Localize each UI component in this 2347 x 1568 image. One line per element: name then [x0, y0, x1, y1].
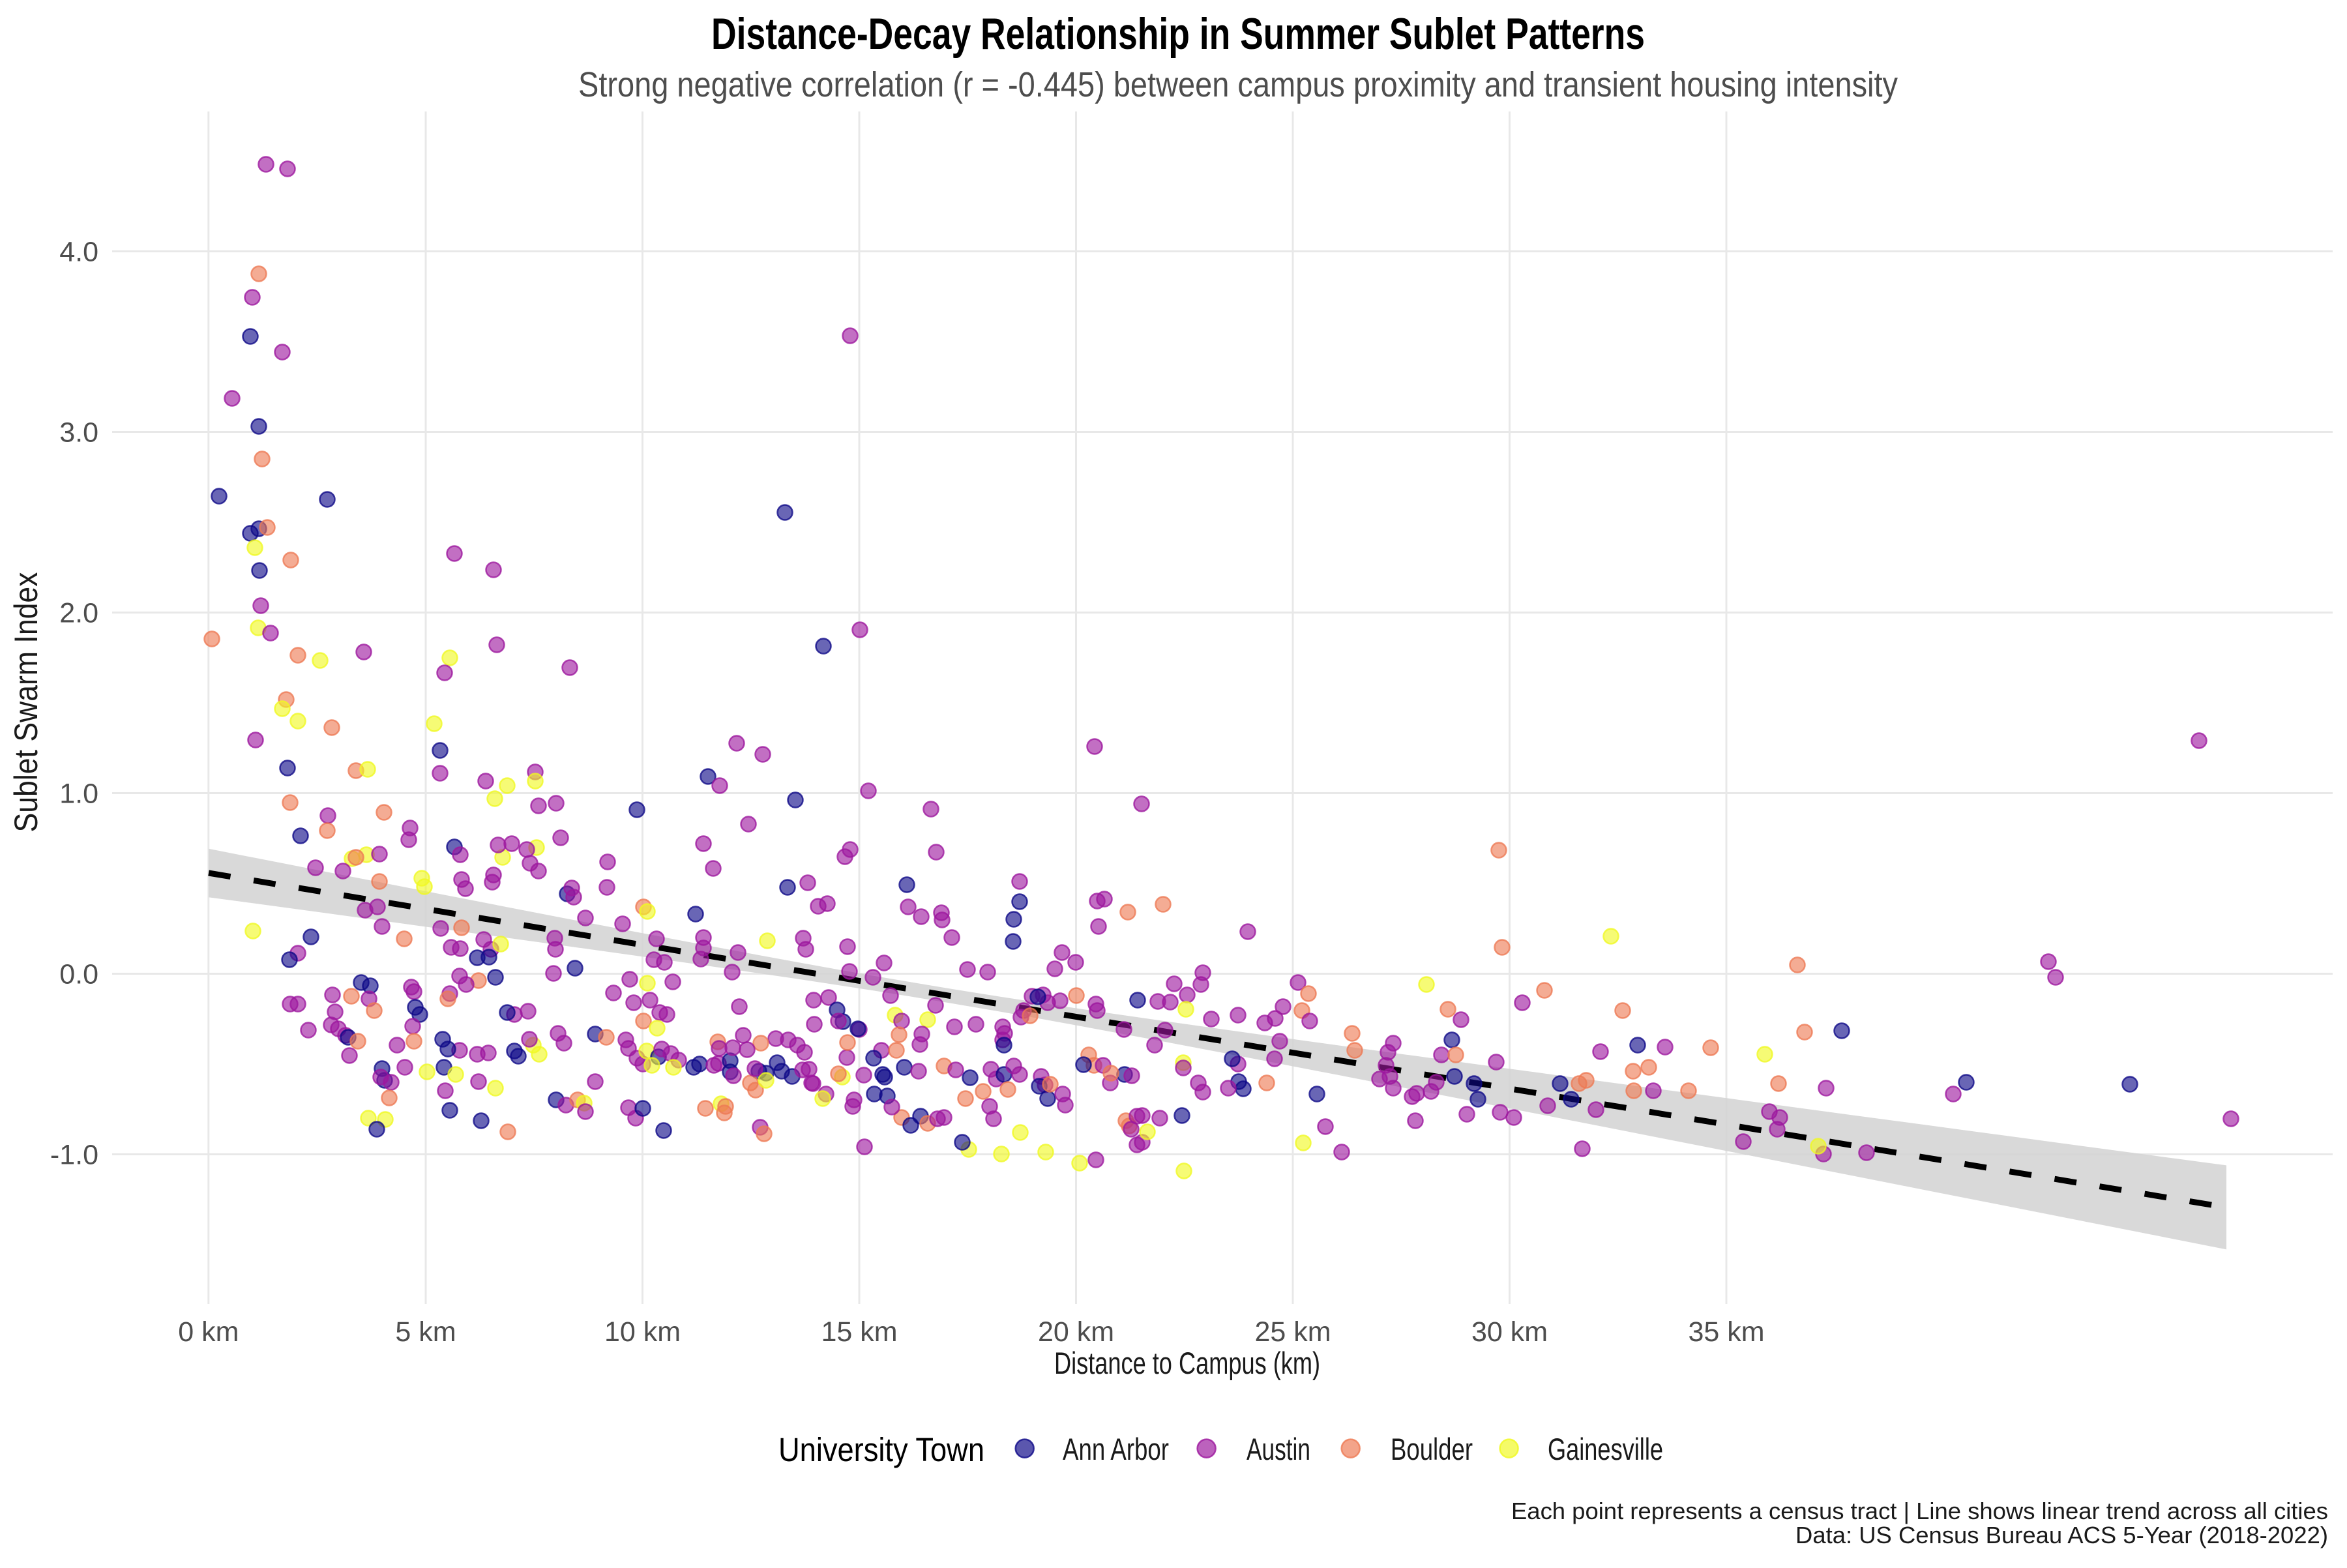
- svg-text:Data: US Census Bureau ACS 5-Y: Data: US Census Bureau ACS 5-Year (2018-…: [1795, 1522, 2328, 1548]
- svg-text:Gainesville: Gainesville: [1548, 1432, 1663, 1466]
- svg-text:15 km: 15 km: [821, 1316, 897, 1348]
- svg-text:Each point represents a census: Each point represents a census tract | L…: [1511, 1498, 2328, 1524]
- svg-text:Sublet Swarm Index: Sublet Swarm Index: [8, 572, 44, 833]
- svg-text:Austin: Austin: [1247, 1432, 1310, 1466]
- svg-text:Strong negative correlation (r: Strong negative correlation (r = -0.445)…: [578, 65, 1898, 104]
- svg-text:3.0: 3.0: [59, 417, 98, 449]
- svg-text:1.0: 1.0: [59, 778, 98, 810]
- svg-text:University Town: University Town: [778, 1431, 984, 1468]
- svg-text:35 km: 35 km: [1688, 1316, 1764, 1348]
- svg-text:-1.0: -1.0: [50, 1140, 98, 1171]
- svg-text:Ann Arbor: Ann Arbor: [1063, 1432, 1169, 1466]
- svg-text:0 km: 0 km: [178, 1316, 239, 1348]
- svg-text:Boulder: Boulder: [1391, 1432, 1473, 1466]
- svg-text:Distance-Decay Relationship in: Distance-Decay Relationship in Summer Su…: [711, 9, 1645, 59]
- svg-text:4.0: 4.0: [59, 237, 98, 268]
- svg-text:25 km: 25 km: [1254, 1316, 1331, 1348]
- svg-text:30 km: 30 km: [1471, 1316, 1548, 1348]
- svg-text:20 km: 20 km: [1038, 1316, 1114, 1348]
- svg-text:10 km: 10 km: [604, 1316, 681, 1348]
- svg-text:5 km: 5 km: [395, 1316, 456, 1348]
- svg-text:0.0: 0.0: [59, 959, 98, 990]
- svg-text:Distance to Campus (km): Distance to Campus (km): [1054, 1346, 1320, 1380]
- svg-text:2.0: 2.0: [59, 598, 98, 629]
